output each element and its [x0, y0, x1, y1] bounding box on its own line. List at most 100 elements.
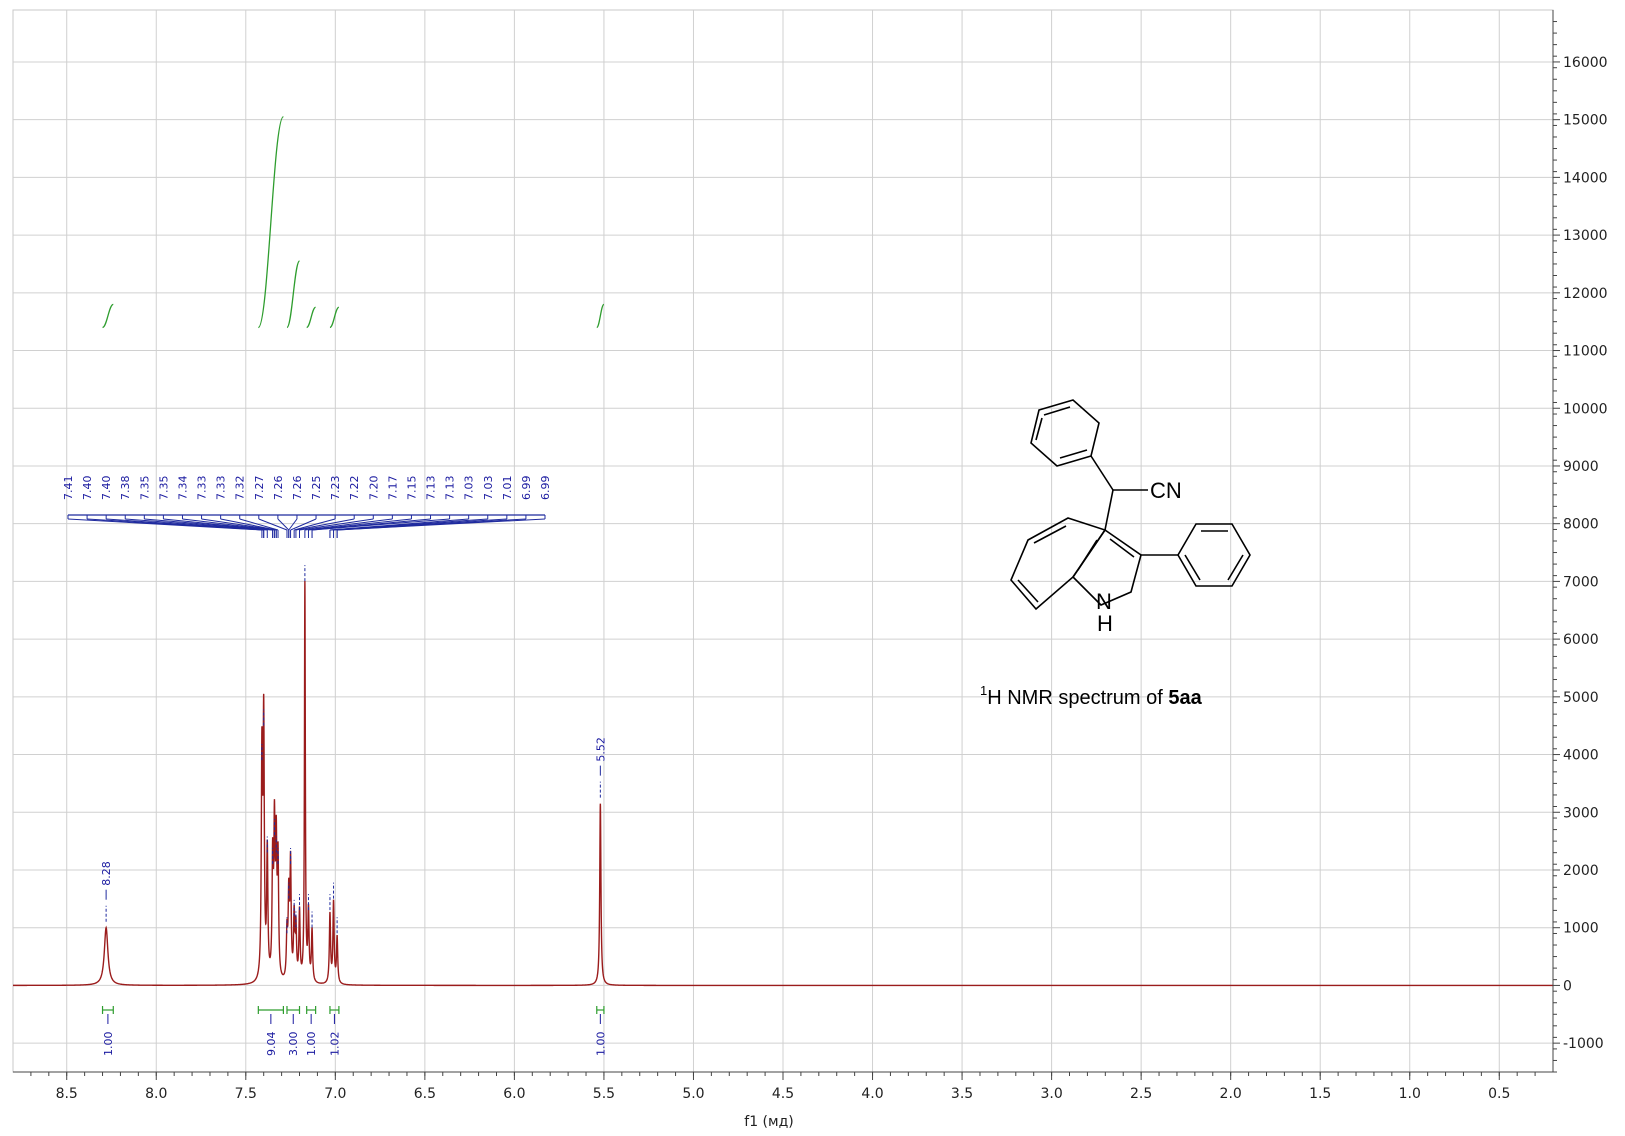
peak-label-leader [277, 518, 290, 531]
y-tick-label: -1000 [1563, 1036, 1604, 1052]
x-tick-label: 3.5 [951, 1086, 973, 1102]
peak-label: 7.38 [119, 476, 132, 501]
y-tick-label: 9000 [1563, 459, 1599, 475]
peak-label: 7.33 [215, 476, 228, 501]
peak-label: 7.13 [425, 476, 438, 501]
integral-value: 1.00 [305, 1032, 318, 1057]
y-tick-label: 7000 [1563, 574, 1599, 590]
peak-label-leader [299, 518, 374, 531]
peak-label: 6.99 [520, 476, 533, 501]
x-tick-label: 7.5 [235, 1086, 257, 1102]
integral-value: 9.04 [265, 1032, 278, 1057]
nh-h-label: H [1097, 611, 1113, 636]
integral-curve [306, 306, 316, 329]
x-tick-label: 1.0 [1399, 1086, 1421, 1102]
x-axis-label: f1 (мд) [744, 1114, 793, 1130]
cn-label: CN [1150, 478, 1182, 503]
peak-label: 7.35 [138, 476, 151, 501]
y-tick-label: 2000 [1563, 863, 1599, 879]
integral-value: 1.00 [102, 1032, 115, 1057]
integral-value: 1.02 [328, 1032, 341, 1057]
y-tick-label: 12000 [1563, 286, 1608, 302]
x-tick-label: 2.5 [1130, 1086, 1152, 1102]
y-tick-label: 3000 [1563, 805, 1599, 821]
x-tick-label: 7.0 [324, 1086, 346, 1102]
y-tick-label: 16000 [1563, 55, 1608, 71]
y-tick-label: 0 [1563, 978, 1572, 994]
integral-value: 1.00 [594, 1032, 607, 1057]
bond-ph-ch [1090, 455, 1114, 491]
peak-label-leader [308, 518, 412, 531]
y-tick-label: 13000 [1563, 228, 1608, 244]
peak-label-leader [182, 518, 275, 531]
peak-label: 7.26 [291, 476, 304, 501]
peak-label-leader [288, 518, 298, 531]
x-tick-label: 0.5 [1488, 1086, 1510, 1102]
right-phenyl-ring [1177, 523, 1251, 587]
x-tick-label: 8.0 [145, 1086, 167, 1102]
peak-label: 7.32 [234, 476, 247, 501]
peak-label-leader [337, 518, 546, 531]
peak-label-leader [290, 518, 317, 531]
y-tick-label: 14000 [1563, 170, 1608, 186]
integral-curve [286, 260, 301, 329]
title-compound: 5aa [1168, 687, 1202, 709]
y-tick-label: 8000 [1563, 517, 1599, 533]
peak-label: 7.15 [405, 476, 418, 501]
peak-label: 7.17 [386, 476, 399, 501]
top-phenyl-ring [1030, 399, 1100, 467]
title-superscript: 1 [980, 683, 987, 698]
y-tick-label: 4000 [1563, 748, 1599, 764]
integral-curve [257, 116, 285, 329]
x-tick-label: 5.0 [682, 1086, 704, 1102]
peak-label: 7.01 [501, 476, 514, 500]
peak-label: 7.40 [100, 476, 113, 501]
peak-label: 7.13 [444, 476, 457, 501]
x-tick-label: 5.5 [593, 1086, 615, 1102]
x-tick-label: 4.0 [861, 1086, 883, 1102]
peak-label-leader [312, 518, 450, 531]
y-tick-label: 11000 [1563, 344, 1608, 360]
x-tick-label: 6.0 [503, 1086, 525, 1102]
peak-label: 7.03 [482, 476, 495, 501]
peak-label-leader [295, 518, 355, 531]
peak-label: 7.34 [176, 476, 189, 501]
peak-label-leader [304, 518, 393, 531]
peak-label-leader [163, 518, 273, 531]
x-tick-label: 4.5 [772, 1086, 794, 1102]
peak-label: 7.27 [253, 476, 266, 501]
peak-label-leader [294, 518, 336, 531]
integral-curve [329, 306, 340, 329]
peak-label: 7.33 [196, 476, 209, 501]
peak-label: 7.26 [272, 476, 285, 501]
title-nucleus: H NMR spectrum of [987, 687, 1168, 709]
bond-ch-c3 [1104, 489, 1114, 531]
molecule-structure [1010, 399, 1251, 611]
indole-benzene-ring [1010, 517, 1107, 611]
peak-label: 7.20 [367, 476, 380, 501]
x-tick-label: 3.0 [1040, 1086, 1062, 1102]
peak-label: 6.99 [539, 476, 552, 501]
spectrum-title: 1H NMR spectrum of 5aa [980, 683, 1203, 709]
peak-label-leader [258, 518, 288, 531]
peak-label: 7.23 [329, 476, 342, 501]
x-tick-label: 8.5 [56, 1086, 78, 1102]
peak-label: 7.25 [310, 476, 323, 501]
peak-pick-markers: 7.41 7.40 7.40 7.38 7.35 7.35 7.34 7.33 7.33 7.32… [62, 476, 607, 934]
peak-label: 7.40 [81, 476, 94, 501]
nh-n-label: N [1096, 589, 1112, 614]
integral-curves [102, 116, 605, 329]
peak-label: 7.35 [157, 476, 170, 501]
integral-value: 3.00 [287, 1032, 300, 1057]
peak-label: 7.22 [348, 476, 361, 501]
x-tick-label: 2.0 [1220, 1086, 1242, 1102]
integral-curve [596, 303, 605, 329]
y-tick-label: 10000 [1563, 401, 1608, 417]
y-tick-label: 6000 [1563, 632, 1599, 648]
single-peak-label: 8.28 [100, 861, 113, 886]
x-tick-label: 1.5 [1309, 1086, 1331, 1102]
axes: 8.5 8.0 7.5 7.0 6.5 6.0 5.5 5.0 4.5 4.0 3.5 3.0 2.5 2… [13, 10, 1608, 1102]
peak-label-leader [220, 518, 277, 531]
integral-brackets: 1.00 9.04 3.00 1.00 1.02 1.00 [102, 1006, 607, 1056]
